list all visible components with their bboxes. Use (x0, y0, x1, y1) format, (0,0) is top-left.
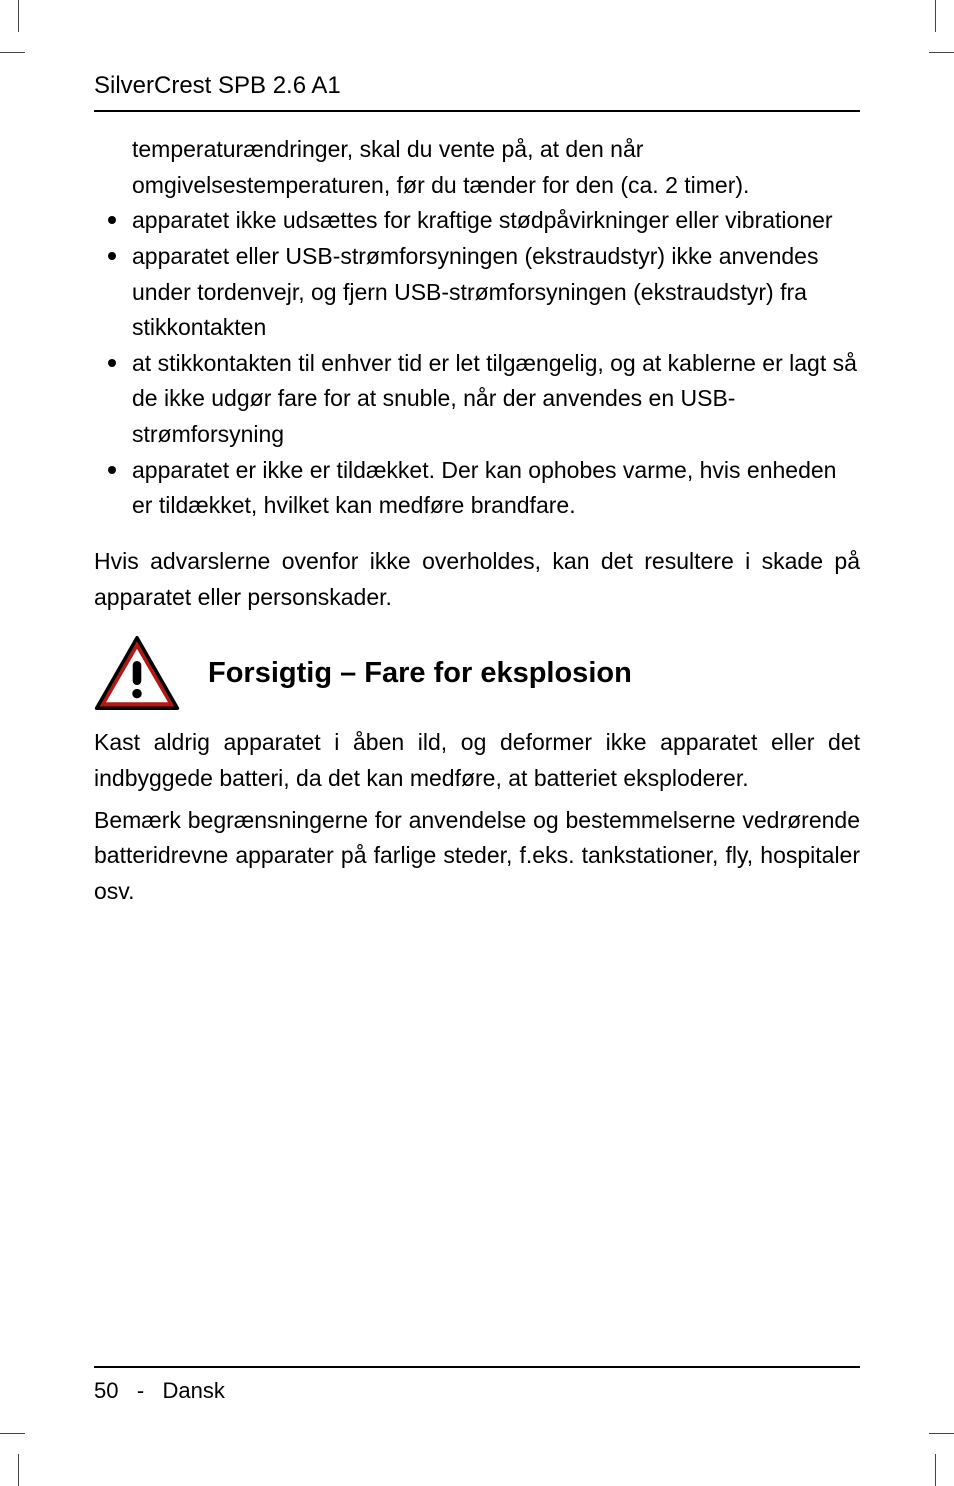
footer-language: Dansk (163, 1378, 225, 1403)
product-title: SilverCrest SPB 2.6 A1 (94, 72, 341, 99)
crop-mark (929, 1433, 954, 1434)
list-item: apparatet eller USB-strømforsyningen (ek… (94, 239, 860, 346)
crop-mark (0, 52, 25, 53)
crop-mark (929, 52, 954, 53)
warning-title: Forsigtig – Fare for eksplosion (208, 651, 632, 696)
crop-mark (18, 1454, 19, 1486)
crop-mark (935, 0, 936, 32)
paragraph: Kast aldrig apparatet i åben ild, og def… (94, 725, 860, 796)
paragraph: Bemærk begrænsningerne for anvendelse og… (94, 803, 860, 910)
footer-separator: - (137, 1378, 144, 1403)
warning-heading-row: Forsigtig – Fare for eksplosion (94, 635, 860, 711)
body-text: temperaturændringer, skal du vente på, a… (94, 132, 860, 910)
crop-mark (935, 1454, 936, 1486)
paragraph: Hvis advarslerne ovenfor ikke overholdes… (94, 544, 860, 615)
running-header: SilverCrest SPB 2.6 A1 (94, 72, 860, 112)
page: SilverCrest SPB 2.6 A1 temperaturændring… (0, 0, 954, 1486)
list-item: at stikkontakten til enhver tid er let t… (94, 346, 860, 453)
continuation-line: temperaturændringer, skal du vente på, a… (94, 132, 860, 203)
bullet-list: apparatet ikke udsættes for kraftige stø… (94, 203, 860, 524)
crop-mark (18, 0, 19, 32)
list-item: apparatet ikke udsættes for kraftige stø… (94, 203, 860, 239)
page-footer: 50 - Dansk (94, 1366, 860, 1404)
crop-mark (0, 1433, 25, 1434)
warning-triangle-icon (94, 635, 180, 711)
page-number: 50 (94, 1378, 118, 1403)
list-item: apparatet er ikke er tildækket. Der kan … (94, 453, 860, 524)
